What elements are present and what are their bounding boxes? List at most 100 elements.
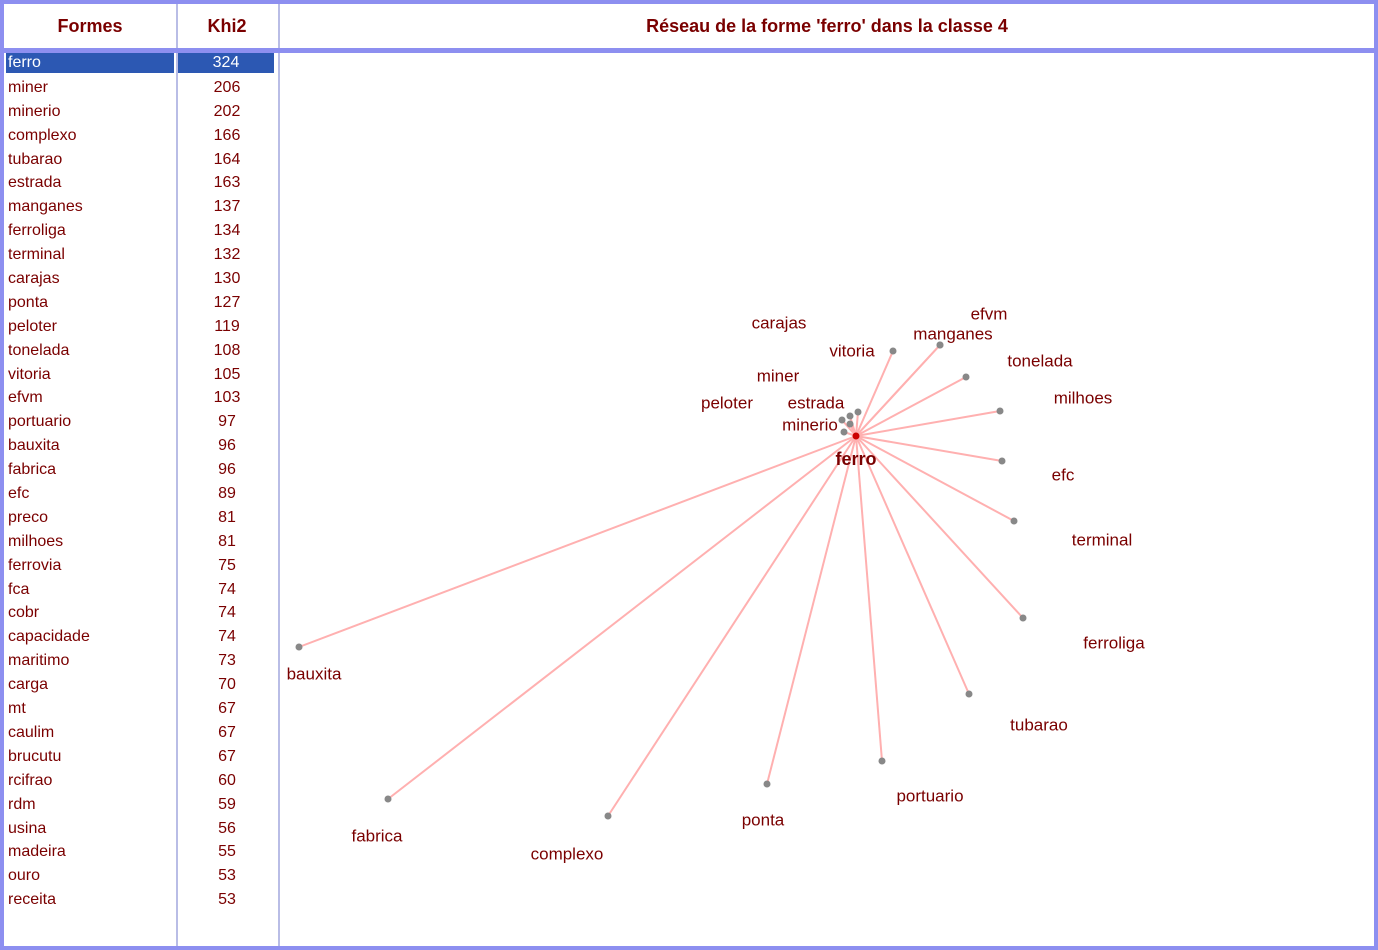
forms-list[interactable]: ferro 324 miner 206 minerio 202 complexo 166 tub…: [4, 53, 278, 913]
node-label-portuario[interactable]: portuario: [896, 786, 963, 805]
list-item[interactable]: bauxita 96: [4, 435, 278, 459]
list-item[interactable]: capacidade 74: [4, 626, 278, 650]
node-label-ponta[interactable]: ponta: [742, 810, 785, 829]
node-minerio[interactable]: [840, 428, 848, 436]
list-item[interactable]: peloter 119: [4, 316, 278, 340]
list-item[interactable]: madeira 55: [4, 841, 278, 865]
panel-divider[interactable]: [278, 4, 280, 946]
node-label-tonelada[interactable]: tonelada: [1007, 351, 1073, 370]
node-label-estrada[interactable]: estrada: [788, 393, 845, 412]
node-center[interactable]: [852, 432, 860, 440]
list-item[interactable]: vitoria 105: [4, 364, 278, 388]
node-portuario[interactable]: [878, 757, 886, 765]
khi2-value: 55: [218, 843, 236, 861]
edge-tubarao: [855, 435, 970, 695]
list-item[interactable]: carga 70: [4, 674, 278, 698]
node-label-center[interactable]: ferro: [835, 449, 876, 469]
list-item[interactable]: tonelada 108: [4, 340, 278, 364]
list-item[interactable]: efc 89: [4, 483, 278, 507]
node-label-vitoria[interactable]: vitoria: [829, 341, 875, 360]
list-item[interactable]: cobr 74: [4, 602, 278, 626]
list-item[interactable]: brucutu 67: [4, 746, 278, 770]
edge-ponta: [766, 435, 857, 785]
list-item[interactable]: manganes 137: [4, 196, 278, 220]
node-vitoria[interactable]: [889, 347, 897, 355]
term-label: mt: [8, 700, 26, 718]
list-item[interactable]: ouro 53: [4, 865, 278, 889]
node-label-milhoes[interactable]: milhoes: [1054, 388, 1113, 407]
node-label-ferroliga[interactable]: ferroliga: [1083, 633, 1145, 652]
node-label-minerio[interactable]: minerio: [782, 415, 838, 434]
node-label-efc[interactable]: efc: [1052, 465, 1075, 484]
list-item[interactable]: miner 206: [4, 77, 278, 101]
node-efc[interactable]: [998, 457, 1006, 465]
list-item[interactable]: receita 53: [4, 889, 278, 913]
node-label-miner[interactable]: miner: [757, 366, 800, 385]
node-manganes[interactable]: [936, 341, 944, 349]
list-item[interactable]: minerio 202: [4, 101, 278, 125]
edge-estrada: [855, 411, 859, 437]
list-item[interactable]: caulim 67: [4, 722, 278, 746]
node-miner[interactable]: [846, 412, 854, 420]
list-item[interactable]: efvm 103: [4, 387, 278, 411]
khi2-value: 96: [218, 461, 236, 479]
node-label-carajas[interactable]: carajas: [752, 313, 807, 332]
node-label-efvm[interactable]: efvm: [971, 304, 1008, 323]
node-ponta[interactable]: [763, 780, 771, 788]
khi2-value: 137: [213, 198, 241, 216]
khi2-value: 164: [213, 150, 241, 168]
list-item[interactable]: estrada 163: [4, 172, 278, 196]
node-label-fabrica[interactable]: fabrica: [351, 826, 403, 845]
node-complexo[interactable]: [604, 812, 612, 820]
node-estrada[interactable]: [854, 408, 862, 416]
list-item[interactable]: complexo 166: [4, 125, 278, 149]
term-label: miner: [8, 78, 49, 96]
node-milhoes[interactable]: [996, 407, 1004, 415]
list-item[interactable]: ponta 127: [4, 292, 278, 316]
node-label-terminal[interactable]: terminal: [1072, 530, 1132, 549]
khi2-value: 53: [218, 891, 236, 909]
node-label-complexo[interactable]: complexo: [531, 844, 604, 863]
node-carajas[interactable]: [846, 420, 854, 428]
node-tonelada[interactable]: [962, 373, 970, 381]
node-bauxita[interactable]: [295, 643, 303, 651]
node-peloter[interactable]: [838, 416, 846, 424]
node-label-manganes[interactable]: manganes: [913, 324, 992, 343]
node-terminal[interactable]: [1010, 517, 1018, 525]
node-label-tubarao[interactable]: tubarao: [1010, 715, 1068, 734]
edge-peloter: [841, 419, 857, 437]
list-item[interactable]: usina 56: [4, 818, 278, 842]
node-ferroliga[interactable]: [1019, 614, 1027, 622]
term-label: preco: [8, 508, 49, 526]
khi2-value: 75: [218, 556, 236, 574]
column-divider[interactable]: [176, 4, 178, 946]
column-header-khi2[interactable]: Khi2: [207, 15, 247, 36]
term-label: milhoes: [8, 532, 64, 550]
edge-vitoria: [855, 350, 894, 437]
list-item[interactable]: tubarao 164: [4, 149, 278, 173]
edge-ferroliga: [855, 435, 1024, 619]
node-label-peloter[interactable]: peloter: [701, 393, 753, 412]
node-fabrica[interactable]: [384, 795, 392, 803]
khi2-value: 206: [213, 78, 241, 96]
list-item[interactable]: portuario 97: [4, 411, 278, 435]
list-item[interactable]: milhoes 81: [4, 531, 278, 555]
list-item[interactable]: carajas 130: [4, 268, 278, 292]
khi2-value: 53: [218, 867, 236, 885]
node-label-bauxita[interactable]: bauxita: [287, 664, 342, 683]
list-item[interactable]: fabrica 96: [4, 459, 278, 483]
list-item[interactable]: rcifrao 60: [4, 770, 278, 794]
column-header-formes[interactable]: Formes: [57, 15, 123, 36]
list-item[interactable]: mt 67: [4, 698, 278, 722]
list-item[interactable]: rdm 59: [4, 794, 278, 818]
list-item[interactable]: preco 81: [4, 507, 278, 531]
edge-fabrica: [387, 435, 857, 800]
list-item[interactable]: terminal 132: [4, 244, 278, 268]
node-tubarao[interactable]: [965, 690, 973, 698]
list-item[interactable]: ferroliga 134: [4, 220, 278, 244]
list-item[interactable]: maritimo 73: [4, 650, 278, 674]
list-item[interactable]: ferro 324: [4, 53, 278, 77]
khi2-value: 81: [218, 532, 236, 550]
list-item[interactable]: fca 74: [4, 579, 278, 603]
list-item[interactable]: ferrovia 75: [4, 555, 278, 579]
